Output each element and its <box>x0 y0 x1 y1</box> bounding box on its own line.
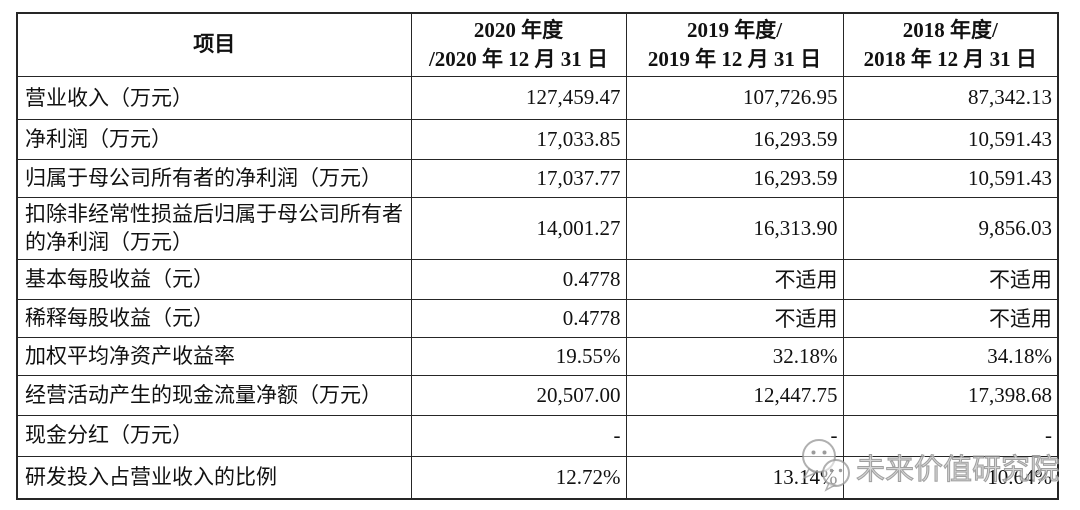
table-row-net-profit-parent: 归属于母公司所有者的净利润（万元） 17,037.77 16,293.59 10… <box>16 158 1059 198</box>
cell-value-2018: 10,591.43 <box>842 158 1059 198</box>
column-header-item: 项目 <box>16 12 412 77</box>
column-header-2018-line2: 2018 年 12 月 31 日 <box>863 46 1037 71</box>
column-header-2020-line1: 2020 年度 <box>473 18 564 42</box>
table-header: 项目 2020 年度 /2020 年 12 月 31 日 2019 年度/ 20… <box>16 12 1059 77</box>
row-label: 净利润（万元） <box>16 118 412 160</box>
cell-value-2020: 0.4778 <box>410 258 627 300</box>
row-label: 营业收入（万元） <box>16 75 412 120</box>
cell-value-2020: 17,033.85 <box>410 118 627 160</box>
cell-value-2019: 16,313.90 <box>625 196 844 260</box>
table-row-basic-eps: 基本每股收益（元） 0.4778 不适用 不适用 <box>16 258 1059 300</box>
cell-value-2018: 34.18% <box>842 336 1059 376</box>
cell-value-2018: 不适用 <box>842 258 1059 300</box>
cell-value-2019: 不适用 <box>625 258 844 300</box>
column-header-2018-line1: 2018 年度/ <box>902 18 998 42</box>
table-row-cash-dividend: 现金分红（万元） - - - <box>16 414 1059 457</box>
row-label: 加权平均净资产收益率 <box>16 336 412 376</box>
cell-value-2019: 107,726.95 <box>625 75 844 120</box>
table-row-operating-cash-flow: 经营活动产生的现金流量净额（万元） 20,507.00 12,447.75 17… <box>16 374 1059 416</box>
cell-value-2019: 32.18% <box>625 336 844 376</box>
table-row-net-profit-excl-nonrecurring: 扣除非经常性损益后归属于母公司所有者的净利润（万元） 14,001.27 16,… <box>16 196 1059 260</box>
cell-value-2020: 20,507.00 <box>410 374 627 416</box>
column-header-2020-line2: /2020 年 12 月 31 日 <box>428 46 609 71</box>
column-header-2020: 2020 年度 /2020 年 12 月 31 日 <box>410 12 627 77</box>
cell-value-2020: 19.55% <box>410 336 627 376</box>
row-label: 归属于母公司所有者的净利润（万元） <box>16 158 412 198</box>
cell-value-2019: - <box>625 414 844 457</box>
column-header-2019-line2: 2019 年 12 月 31 日 <box>647 46 822 71</box>
cell-value-2020: 14,001.27 <box>410 196 627 260</box>
cell-value-2020: 127,459.47 <box>410 75 627 120</box>
column-header-item-label: 项目 <box>193 32 236 57</box>
table-row-rd-to-revenue-ratio: 研发投入占营业收入的比例 12.72% 13.14% 10.64% <box>16 455 1059 500</box>
column-header-2018: 2018 年度/ 2018 年 12 月 31 日 <box>842 12 1059 77</box>
row-label: 基本每股收益（元） <box>16 258 412 300</box>
cell-value-2020: 0.4778 <box>410 298 627 338</box>
row-label: 扣除非经常性损益后归属于母公司所有者的净利润（万元） <box>16 196 412 260</box>
table-row-net-profit: 净利润（万元） 17,033.85 16,293.59 10,591.43 <box>16 118 1059 160</box>
cell-value-2019: 16,293.59 <box>625 158 844 198</box>
financial-summary-table: 项目 2020 年度 /2020 年 12 月 31 日 2019 年度/ 20… <box>16 12 1059 501</box>
cell-value-2018: 17,398.68 <box>842 374 1059 416</box>
table-body: 营业收入（万元） 127,459.47 107,726.95 87,342.13… <box>16 75 1059 500</box>
table-row-operating-revenue: 营业收入（万元） 127,459.47 107,726.95 87,342.13 <box>16 75 1059 120</box>
table-row-diluted-eps: 稀释每股收益（元） 0.4778 不适用 不适用 <box>16 298 1059 338</box>
cell-value-2020: - <box>410 414 627 457</box>
cell-value-2020: 17,037.77 <box>410 158 627 198</box>
cell-value-2019: 不适用 <box>625 298 844 338</box>
row-label: 研发投入占营业收入的比例 <box>16 455 412 500</box>
cell-value-2020: 12.72% <box>410 455 627 500</box>
cell-value-2019: 13.14% <box>625 455 844 500</box>
row-label: 现金分红（万元） <box>16 414 412 457</box>
cell-value-2018: 10,591.43 <box>842 118 1059 160</box>
column-header-2019: 2019 年度/ 2019 年 12 月 31 日 <box>625 12 844 77</box>
cell-value-2018: 87,342.13 <box>842 75 1059 120</box>
cell-value-2018: 10.64% <box>842 455 1059 500</box>
row-label: 经营活动产生的现金流量净额（万元） <box>16 374 412 416</box>
cell-value-2018: - <box>842 414 1059 457</box>
header-row: 项目 2020 年度 /2020 年 12 月 31 日 2019 年度/ 20… <box>16 12 1059 77</box>
row-label: 稀释每股收益（元） <box>16 298 412 338</box>
cell-value-2019: 16,293.59 <box>625 118 844 160</box>
column-header-2019-line1: 2019 年度/ <box>686 18 783 42</box>
cell-value-2018: 9,856.03 <box>842 196 1059 260</box>
cell-value-2018: 不适用 <box>842 298 1059 338</box>
table-row-weighted-avg-roe: 加权平均净资产收益率 19.55% 32.18% 34.18% <box>16 336 1059 376</box>
cell-value-2019: 12,447.75 <box>625 374 844 416</box>
